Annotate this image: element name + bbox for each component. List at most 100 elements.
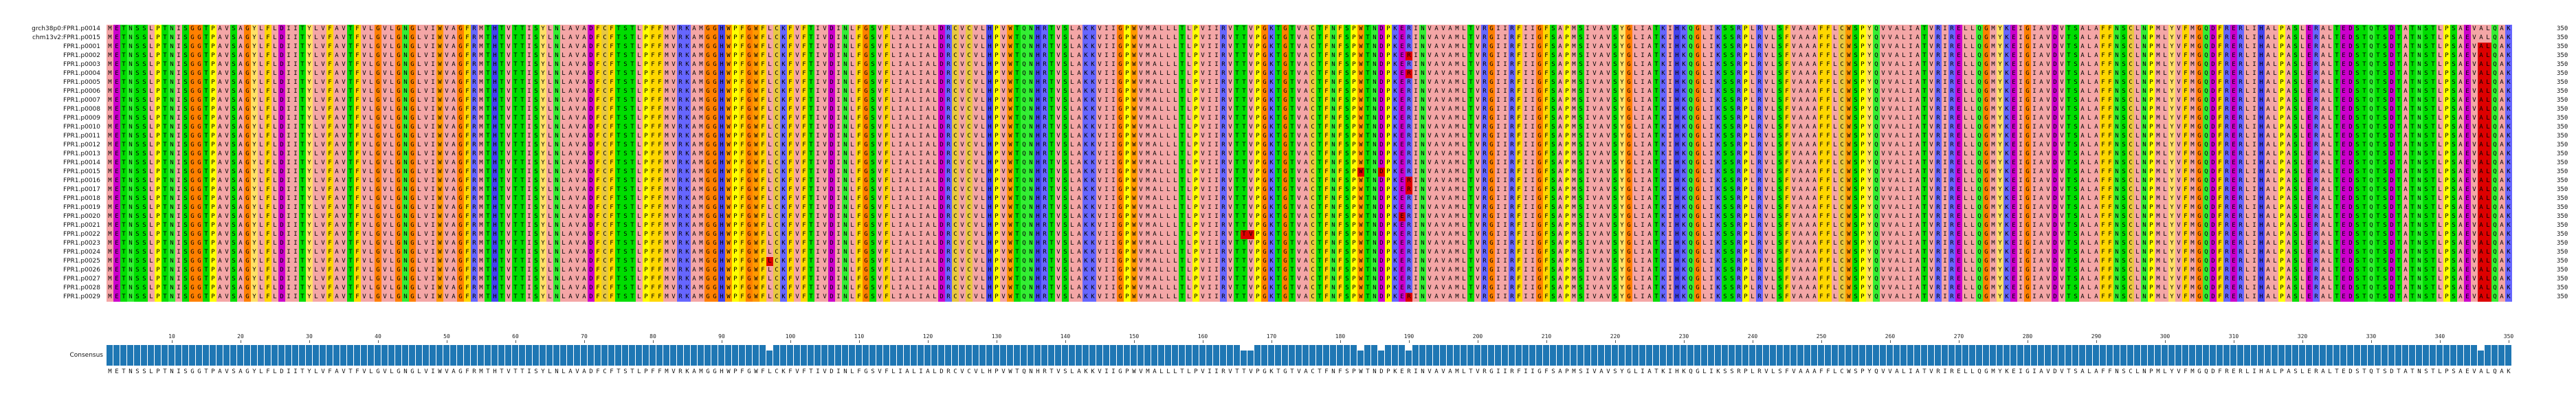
residue-cell: M	[107, 69, 113, 78]
residue-cell: A	[1598, 69, 1605, 78]
sequence-name[interactable]: FPR1.p0016	[63, 177, 100, 184]
residue-cell: V	[1055, 25, 1062, 34]
sequence-name[interactable]: FPR1.p0009	[63, 115, 100, 122]
residue-cell: V	[2045, 25, 2052, 34]
residue-cell: D	[828, 114, 835, 123]
sequence-name[interactable]: FPR1.p0007	[63, 97, 100, 104]
sequence-name[interactable]: FPR1.p0003	[63, 61, 100, 68]
residue-cell: E	[2230, 141, 2237, 150]
sequence-name[interactable]: FPR1.p0018	[63, 195, 100, 202]
sequence-name[interactable]: FPR1.p0027	[63, 276, 100, 282]
residue-cell: I	[1708, 123, 1715, 132]
residue-cell: G	[1694, 96, 1701, 105]
residue-cell: A	[924, 52, 931, 60]
residue-cell: G	[863, 69, 869, 78]
sequence-name[interactable]: FPR1.p0006	[63, 88, 100, 95]
residue-cell: W	[725, 69, 732, 78]
residue-cell: R	[1948, 123, 1955, 132]
sequence-name[interactable]: FPR1.p0002	[63, 52, 100, 59]
residue-cell: I	[1529, 141, 1536, 150]
residue-cell: V	[1247, 52, 1254, 60]
residue-cell: V	[1137, 52, 1144, 60]
residue-cell: K	[1715, 69, 1722, 78]
residue-cell: G	[863, 96, 869, 105]
residue-cell: V	[1474, 69, 1481, 78]
residue-cell: Q	[1021, 87, 1028, 96]
residue-cell: T	[512, 43, 519, 52]
sequence-name[interactable]: FPR1.p0022	[63, 231, 100, 238]
sequence-name[interactable]: FPR1.p0019	[63, 204, 100, 211]
sequence-name[interactable]: FPR1.p0010	[63, 124, 100, 131]
residue-cell: M	[698, 25, 704, 34]
sequence-name[interactable]: grch38p0:FPR1.p0014	[32, 25, 100, 32]
residue-cell: L	[1749, 69, 1756, 78]
residue-cell: T	[1234, 87, 1241, 96]
sequence-name[interactable]: FPR1.p0026	[63, 267, 100, 274]
residue-cell: F	[1825, 87, 1832, 96]
residue-cell: C	[773, 43, 780, 52]
residue-cell: F	[595, 105, 601, 114]
residue-cell: H	[1674, 96, 1680, 105]
residue-cell: A	[2457, 132, 2464, 141]
residue-cell: A	[567, 25, 574, 34]
residue-cell: C	[966, 60, 973, 69]
sequence-name[interactable]: FPR1.p0013	[63, 151, 100, 157]
residue-cell: T	[1014, 78, 1021, 87]
sequence-name[interactable]: FPR1.p0004	[63, 70, 100, 77]
residue-cell: R	[1220, 123, 1227, 132]
sequence-name[interactable]: FPR1.p0014	[63, 159, 100, 166]
sequence-name[interactable]: FPR1.p0024	[63, 249, 100, 256]
residue-cell: L	[890, 87, 897, 96]
sequence-name[interactable]: FPR1.p0005	[63, 79, 100, 86]
residue-cell: V	[670, 105, 677, 114]
residue-cell: M	[1454, 52, 1461, 60]
residue-cell: C	[601, 25, 608, 34]
residue-cell: T	[2361, 34, 2368, 43]
sequence-name[interactable]: FPR1.p0011	[63, 133, 100, 140]
residue-cell: F	[2182, 114, 2189, 123]
sequence-name[interactable]: FPR1.p0008	[63, 106, 100, 113]
residue-cell: A	[2265, 114, 2272, 123]
sequence-name[interactable]: FPR1.p0020	[63, 213, 100, 220]
residue-cell: L	[849, 52, 856, 60]
sequence-name[interactable]: FPR1.p0028	[63, 285, 100, 291]
residue-cell: I	[1667, 123, 1674, 132]
sequence-name[interactable]: FPR1.p0021	[63, 222, 100, 229]
residue-cell: L	[368, 87, 375, 96]
residue-cell: D	[828, 105, 835, 114]
residue-cell: T	[1241, 87, 1247, 96]
sequence-name[interactable]: FPR1.p0015	[63, 168, 100, 175]
sequence-name[interactable]: FPR1.p0029	[63, 293, 100, 300]
residue-cell: G	[395, 150, 402, 159]
residue-cell: S	[141, 34, 148, 43]
residue-cell: A	[567, 123, 574, 132]
sequence-name[interactable]: FPR1.p0017	[63, 186, 100, 193]
residue-cell: I	[1103, 52, 1110, 60]
residue-cell: K	[1082, 132, 1089, 141]
residue-cell: V	[1928, 52, 1935, 60]
residue-cell: V	[973, 96, 979, 105]
sequence-name[interactable]: chm13v2:FPR1.p0015	[32, 34, 100, 41]
sequence-name[interactable]: FPR1.p0001	[63, 43, 100, 50]
residue-cell: L	[1749, 123, 1756, 132]
residue-cell: T	[1289, 114, 1296, 123]
residue-cell: T	[162, 25, 168, 34]
residue-cell: T	[2395, 114, 2402, 123]
sequence-name[interactable]: FPR1.p0025	[63, 258, 100, 265]
residue-cell: A	[2038, 96, 2045, 105]
residue-cell: M	[1144, 52, 1151, 60]
residue-cell: G	[375, 141, 381, 150]
residue-cell: V	[1887, 96, 1894, 105]
residue-cell: V	[505, 114, 512, 123]
residue-cell: T	[1179, 52, 1186, 60]
sequence-name[interactable]: FPR1.p0023	[63, 240, 100, 247]
residue-cell: L	[931, 25, 938, 34]
residue-cell: P	[155, 105, 162, 114]
residue-cell: L	[2485, 105, 2491, 114]
residue-cell: A	[2093, 105, 2100, 114]
residue-cell: P	[2148, 123, 2155, 132]
sequence-name[interactable]: FPR1.p0012	[63, 142, 100, 148]
residue-cell: V	[1096, 52, 1103, 60]
residue-cell: S	[622, 34, 629, 43]
